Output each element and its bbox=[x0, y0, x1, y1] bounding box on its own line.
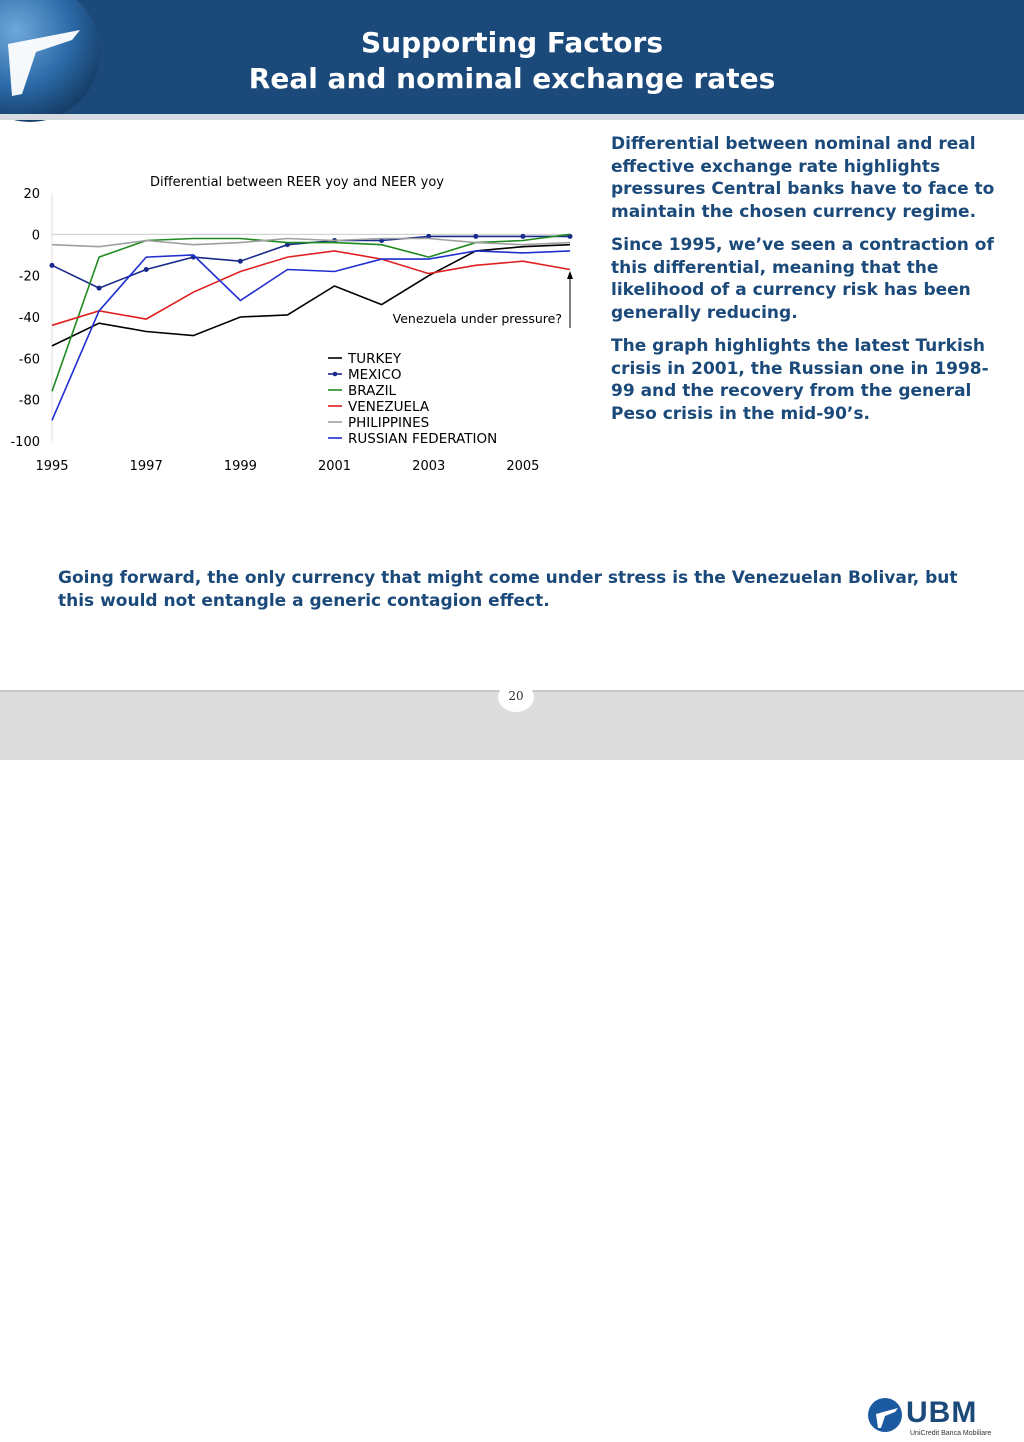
chart-container: Differential between REER yoy and NEER y… bbox=[0, 160, 600, 490]
series-point bbox=[143, 266, 149, 272]
chart-annotation: Venezuela under pressure? bbox=[393, 311, 562, 326]
series-line-venezuela bbox=[51, 250, 571, 327]
series-line-philippines bbox=[51, 237, 571, 248]
series-point bbox=[473, 233, 479, 239]
y-tick-label: -80 bbox=[19, 394, 40, 409]
y-tick-label: -20 bbox=[19, 270, 40, 285]
x-tick-label: 1997 bbox=[130, 459, 163, 474]
series-point bbox=[237, 258, 243, 264]
x-tick-label: 2003 bbox=[412, 459, 445, 474]
series-line-mexico bbox=[51, 235, 570, 289]
y-tick-label: 0 bbox=[32, 228, 40, 243]
conclusion-text: Going forward, the only currency that mi… bbox=[58, 568, 958, 611]
unicredit-logo-icon bbox=[0, 0, 100, 122]
series-point bbox=[96, 285, 102, 291]
series-line-turkey bbox=[51, 243, 571, 347]
side-paragraph-1: Differential between nominal and real ef… bbox=[611, 134, 995, 222]
legend-label: RUSSIAN FEDERATION bbox=[348, 431, 497, 447]
x-tick-label: 2005 bbox=[506, 459, 539, 474]
ubm-logo-subtitle: UniCredit Banca Mobiliare bbox=[910, 1430, 992, 1437]
series-point bbox=[284, 242, 290, 248]
page-number: 20 bbox=[498, 682, 534, 712]
slide-header: Supporting Factors Real and nominal exch… bbox=[0, 0, 1024, 122]
slide-title-line1: Supporting Factors bbox=[360, 26, 663, 59]
y-tick-label: -60 bbox=[19, 352, 40, 367]
x-tick-label: 2001 bbox=[318, 459, 351, 474]
legend-label: MEXICO bbox=[348, 367, 401, 383]
series-point bbox=[49, 262, 55, 268]
slide-title-line2: Real and nominal exchange rates bbox=[248, 62, 776, 95]
x-tick-label: 1999 bbox=[224, 459, 257, 474]
legend-label: BRAZIL bbox=[348, 383, 397, 399]
series-line-russian-federation bbox=[51, 250, 571, 421]
chart-title: Differential between REER yoy and NEER y… bbox=[150, 175, 444, 190]
series-point bbox=[520, 233, 526, 239]
y-tick-label: -40 bbox=[19, 311, 40, 326]
legend-marker bbox=[332, 371, 338, 377]
series-point bbox=[426, 233, 432, 239]
y-tick-label: 20 bbox=[23, 187, 40, 202]
legend-label: VENEZUELA bbox=[348, 399, 430, 415]
ubm-logo-text: UBM bbox=[906, 1396, 978, 1429]
logo-swoosh-icon bbox=[8, 30, 80, 96]
ubm-orb-icon bbox=[868, 1398, 902, 1432]
annotation-arrow-head bbox=[567, 271, 573, 279]
header-divider bbox=[0, 114, 1024, 120]
side-commentary: Differential between nominal and real ef… bbox=[611, 133, 1006, 436]
side-paragraph-2: Since 1995, we’ve seen a contraction of … bbox=[611, 235, 994, 323]
side-paragraph-3: The graph highlights the latest Turkish … bbox=[611, 336, 989, 424]
x-tick-label: 1995 bbox=[35, 459, 68, 474]
y-tick-label: -100 bbox=[10, 435, 40, 450]
legend-label: PHILIPPINES bbox=[348, 415, 429, 431]
ubm-logo: UBM UniCredit Banca Mobiliare bbox=[868, 1396, 998, 1442]
ubm-swoosh-icon bbox=[876, 1408, 898, 1428]
exchange-rate-chart: Differential between REER yoy and NEER y… bbox=[10, 175, 573, 474]
legend-label: TURKEY bbox=[347, 351, 402, 367]
